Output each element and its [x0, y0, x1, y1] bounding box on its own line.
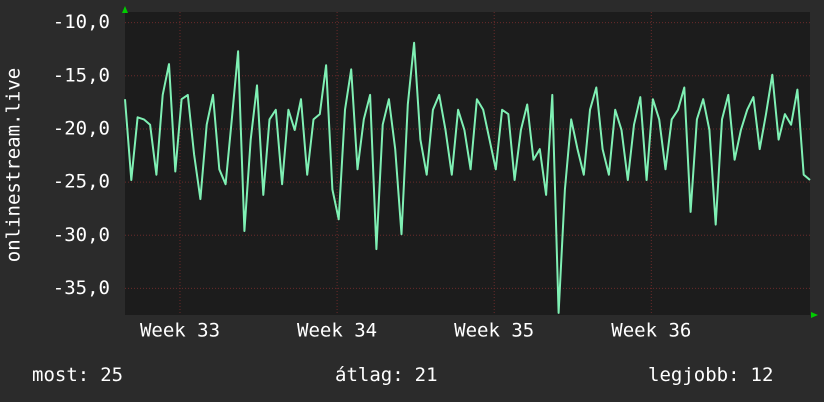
- stat-value: 21: [415, 364, 438, 386]
- y-tick-label: -10,0: [53, 11, 110, 33]
- x-tick-label: Week 35: [454, 320, 534, 342]
- stat-value: 12: [751, 364, 774, 386]
- stat: legjobb: 12: [648, 364, 773, 386]
- data-line: [124, 41, 811, 314]
- y-axis-label: onlinestream.live: [3, 68, 25, 262]
- x-tick-label: Week 33: [140, 320, 220, 342]
- stat: most: 25: [32, 364, 123, 386]
- axis-arrow: [811, 312, 818, 318]
- stat-label: legjobb:: [648, 364, 740, 386]
- stat: átlag: 21: [335, 364, 438, 386]
- stat-value: 25: [100, 364, 123, 386]
- stat-label: átlag:: [335, 364, 404, 386]
- y-tick-label: -15,0: [53, 64, 110, 86]
- y-tick-label: -20,0: [53, 117, 110, 139]
- y-tick-label: -35,0: [53, 277, 110, 299]
- y-tick-label: -30,0: [53, 224, 110, 246]
- x-tick-label: Week 36: [611, 320, 691, 342]
- x-tick-label: Week 34: [297, 320, 377, 342]
- axis-arrow: [122, 6, 128, 13]
- y-tick-label: -25,0: [53, 171, 110, 193]
- stat-label: most:: [32, 364, 89, 386]
